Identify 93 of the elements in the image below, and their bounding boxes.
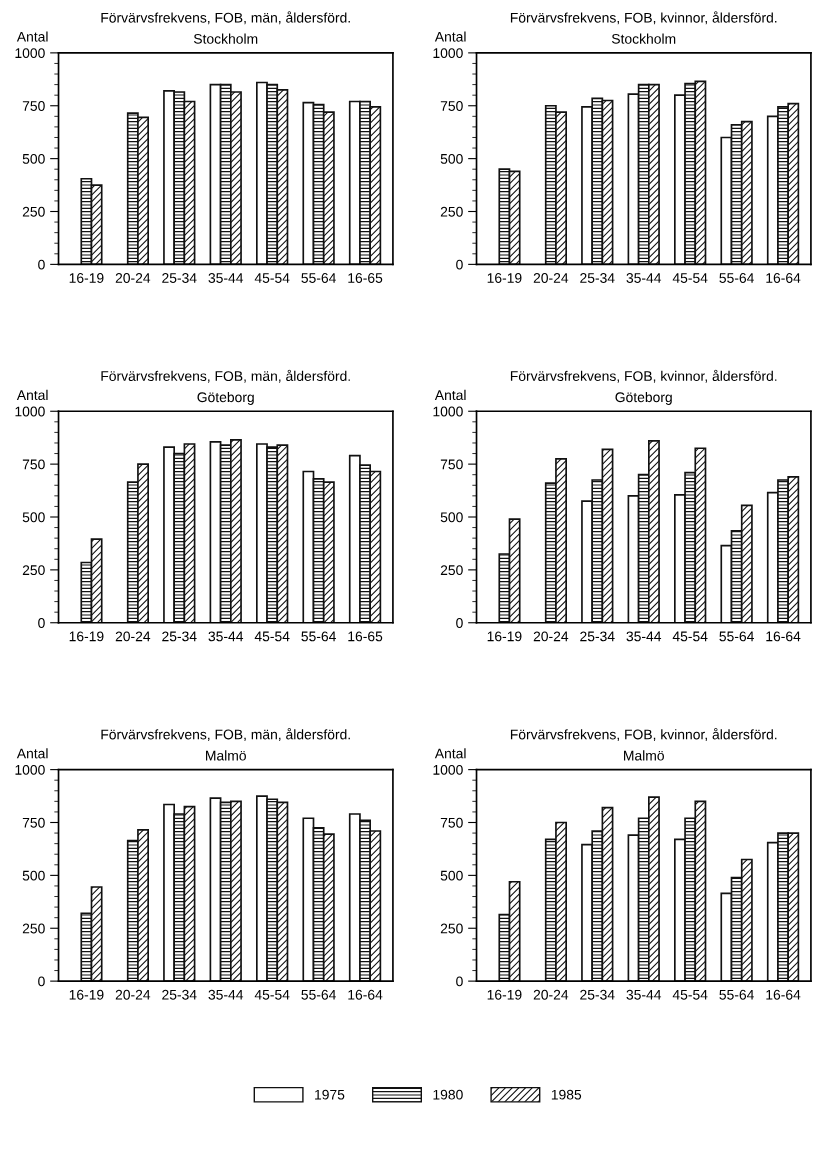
x-tick-label: 35-44 [208,631,244,642]
x-tick-label: 16-19 [487,989,522,1000]
y-tick-label: 750 [22,101,45,111]
x-tick-label: 45-54 [672,273,708,283]
x-tick-label: 16-64 [766,989,801,1000]
y-tick-label: 500 [22,512,45,523]
x-tick-label: 45-54 [672,989,708,1000]
y-tick-label: 0 [38,976,45,987]
legend-label: 1980 [433,1089,463,1100]
x-tick-label: 20-24 [115,273,151,283]
x-tick-label: 20-24 [115,631,151,642]
x-tick-label: 16-19 [487,273,522,283]
x-tick-label: 16-19 [69,273,104,283]
chart-subtitle: Stockholm [193,33,258,44]
chart-title: Förvärvsfrekvens, FOB, kvinnor, åldersförd. [510,11,777,25]
x-tick-label: 20-24 [533,273,569,283]
x-tick-label: 20-24 [533,989,569,1000]
y-tick-label: 1000 [433,406,463,417]
chart-subtitle: Göteborg [197,391,254,405]
x-tick-label: 45-54 [254,273,290,283]
y-tick-label: 1000 [433,764,463,775]
chart-subtitle: Malmö [206,750,246,761]
x-tick-label: 55-64 [301,631,336,642]
legend-label: 1975 [315,1089,345,1100]
y-tick-label: 1000 [15,48,45,59]
y-tick-label: 500 [22,153,45,164]
y-axis-title: Antal [16,389,48,401]
x-tick-label: 20-24 [115,989,151,1000]
y-tick-label: 250 [440,923,463,934]
chart-subtitle: Malmö [624,750,664,761]
y-tick-label: 0 [38,259,45,270]
x-tick-label: 20-24 [533,631,569,642]
x-tick-label: 45-54 [672,631,708,642]
x-tick-label: 16-64 [348,989,383,1000]
chart-title: Förvärvsfrekvens, FOB, kvinnor, åldersförd. [510,369,777,383]
x-tick-label: 55-64 [301,989,336,1000]
x-tick-label: 25-34 [580,273,615,283]
x-tick-label: 25-34 [162,631,197,642]
x-tick-label: 25-34 [580,989,615,1000]
x-tick-label: 55-64 [301,273,336,283]
y-tick-label: 500 [440,153,463,164]
y-tick-label: 1000 [15,764,45,775]
y-tick-label: 250 [22,206,45,217]
chart-title: Förvärvsfrekvens, FOB, män, åldersförd. [101,369,350,383]
y-tick-label: 0 [456,618,463,628]
chart-title: Förvärvsfrekvens, FOB, män, åldersförd. [101,11,350,25]
y-axis-title: Antal [434,31,466,42]
y-axis-title: Antal [434,389,466,401]
x-tick-label: 55-64 [719,989,754,1000]
x-tick-label: 16-19 [69,989,104,1000]
x-tick-label: 16-19 [487,631,522,642]
y-tick-label: 1000 [15,406,45,417]
x-tick-label: 35-44 [626,631,662,642]
x-tick-label: 35-44 [626,273,662,283]
y-tick-label: 500 [440,870,463,881]
x-tick-label: 16-64 [766,273,801,283]
x-tick-label: 35-44 [208,989,244,1000]
x-tick-label: 16-65 [348,631,383,642]
chart-subtitle: Stockholm [611,33,676,44]
y-tick-label: 1000 [433,48,463,59]
y-tick-label: 0 [456,259,463,270]
y-tick-label: 500 [22,870,45,881]
chart-title: Förvärvsfrekvens, FOB, män, åldersförd. [101,728,350,742]
y-tick-label: 250 [22,923,45,934]
y-tick-label: 0 [38,618,45,628]
chart-title: Förvärvsfrekvens, FOB, kvinnor, åldersförd. [510,728,777,742]
x-tick-label: 25-34 [580,631,615,642]
y-tick-label: 750 [440,459,463,470]
y-tick-label: 750 [440,817,463,828]
x-tick-label: 25-34 [162,273,197,283]
x-tick-label: 35-44 [208,273,244,283]
x-tick-label: 16-65 [348,273,383,283]
x-tick-label: 35-44 [626,989,662,1000]
chart-subtitle: Göteborg [615,391,672,405]
x-tick-label: 25-34 [162,989,197,1000]
y-axis-title: Antal [434,748,466,759]
x-tick-label: 55-64 [719,273,754,283]
y-tick-label: 250 [22,565,45,576]
x-tick-label: 16-64 [766,631,801,642]
y-tick-label: 750 [22,817,45,828]
y-tick-label: 0 [456,976,463,987]
y-tick-label: 750 [440,101,463,111]
y-tick-label: 250 [440,565,463,576]
legend-label: 1985 [551,1089,582,1100]
x-tick-label: 16-19 [69,631,104,642]
y-axis-title: Antal [16,748,48,759]
x-tick-label: 55-64 [719,631,754,642]
y-tick-label: 750 [22,459,45,470]
x-tick-label: 45-54 [254,989,290,1000]
y-tick-label: 500 [440,512,463,523]
y-axis-title: Antal [16,31,48,42]
x-tick-label: 45-54 [254,631,290,642]
y-tick-label: 250 [440,206,463,217]
